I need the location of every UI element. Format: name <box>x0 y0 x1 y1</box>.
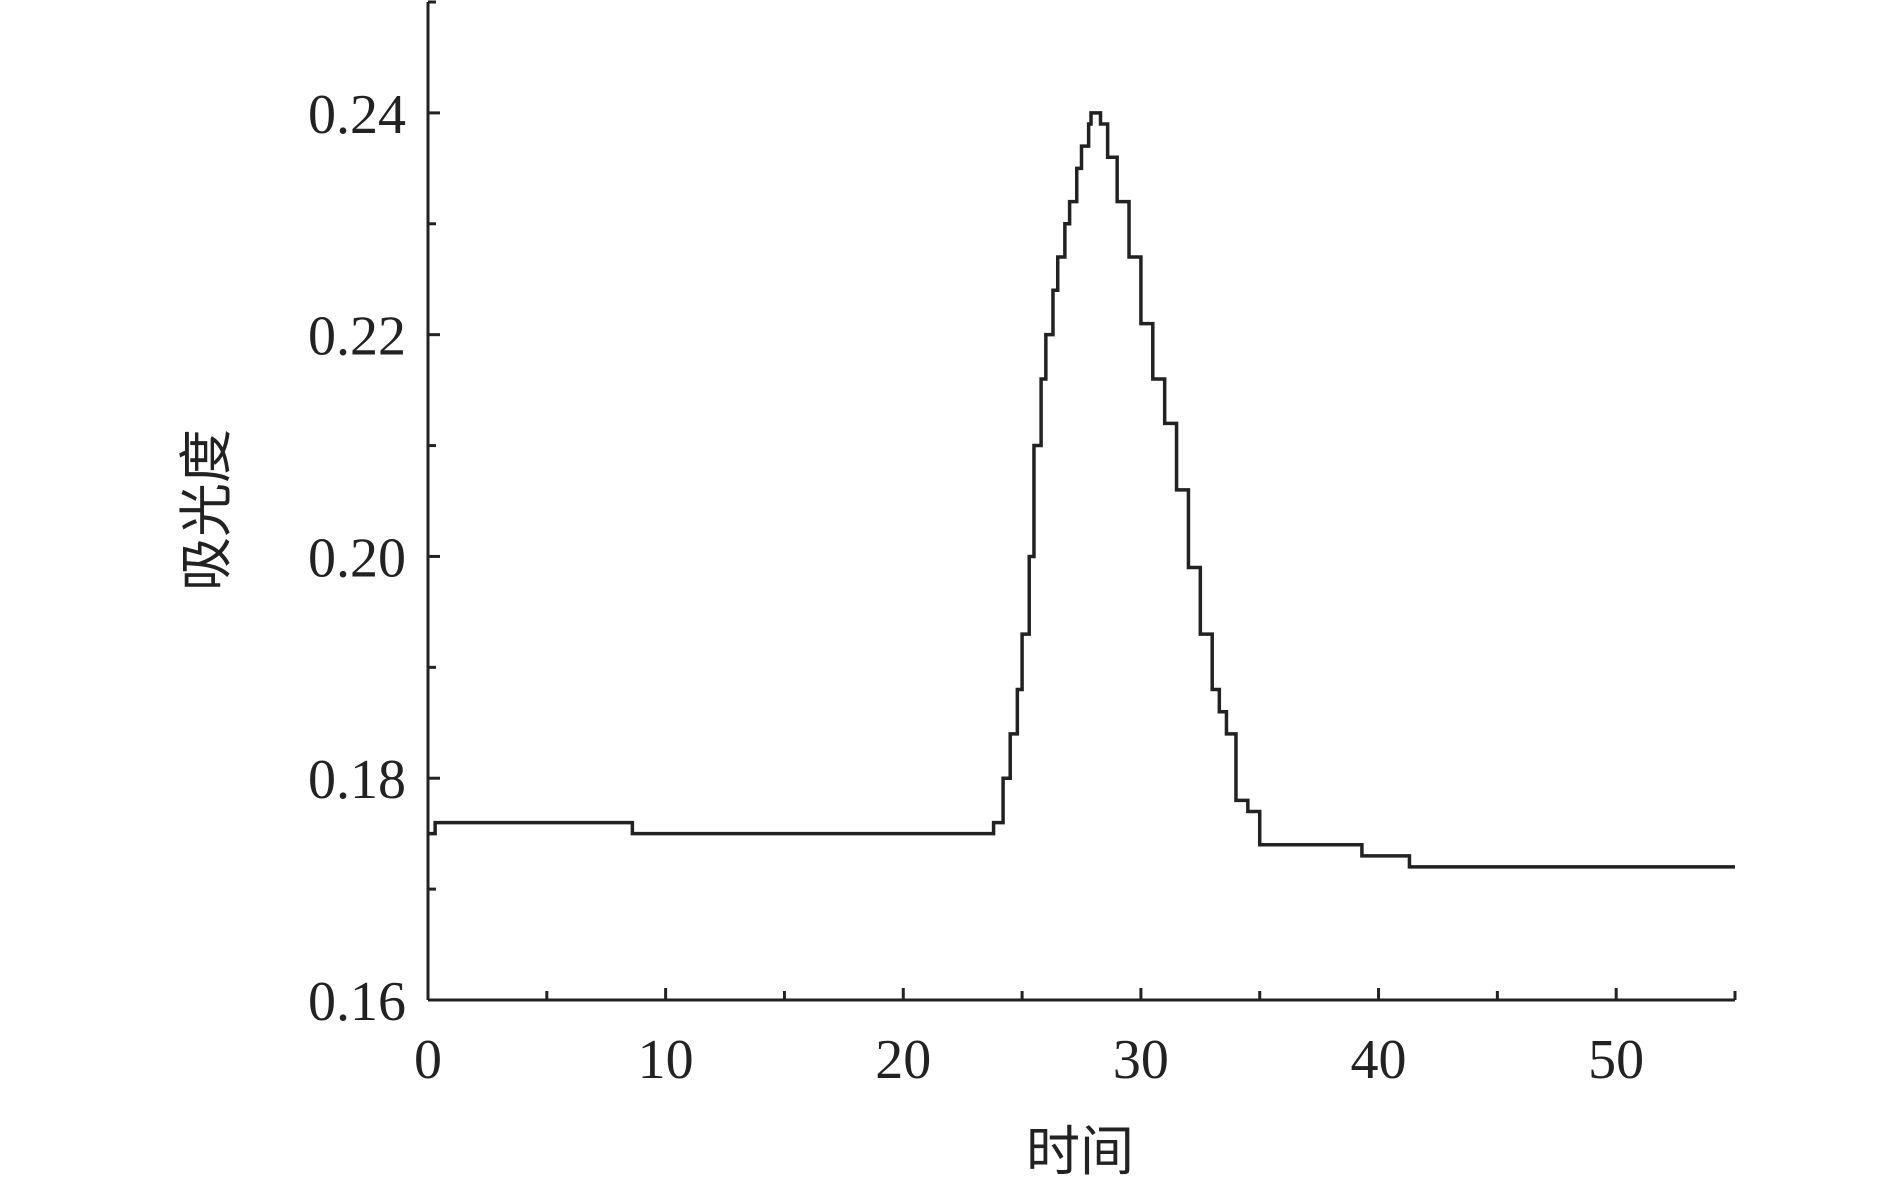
x-axis-title: 时间 <box>1026 1120 1134 1183</box>
y-tick-label: 0.20 <box>308 527 406 589</box>
x-tick-label: 20 <box>875 1029 931 1091</box>
y-tick-label: 0.22 <box>308 306 406 368</box>
x-tick-label: 50 <box>1588 1029 1644 1091</box>
y-axis-title: 吸光度 <box>175 429 238 591</box>
y-tick-label: 0.16 <box>308 971 406 1033</box>
x-tick-label: 40 <box>1351 1029 1407 1091</box>
y-tick-label: 0.24 <box>308 84 406 146</box>
x-tick-label: 0 <box>414 1029 442 1091</box>
absorbance-line <box>428 111 1735 869</box>
x-tick-label: 30 <box>1113 1029 1169 1091</box>
y-tick-label: 0.18 <box>308 749 406 811</box>
ticks: 0 10 20 30 40 50 0.16 0.18 0.20 0.22 0.24 <box>308 0 1737 1091</box>
series <box>428 111 1735 869</box>
x-tick-label: 10 <box>638 1029 694 1091</box>
